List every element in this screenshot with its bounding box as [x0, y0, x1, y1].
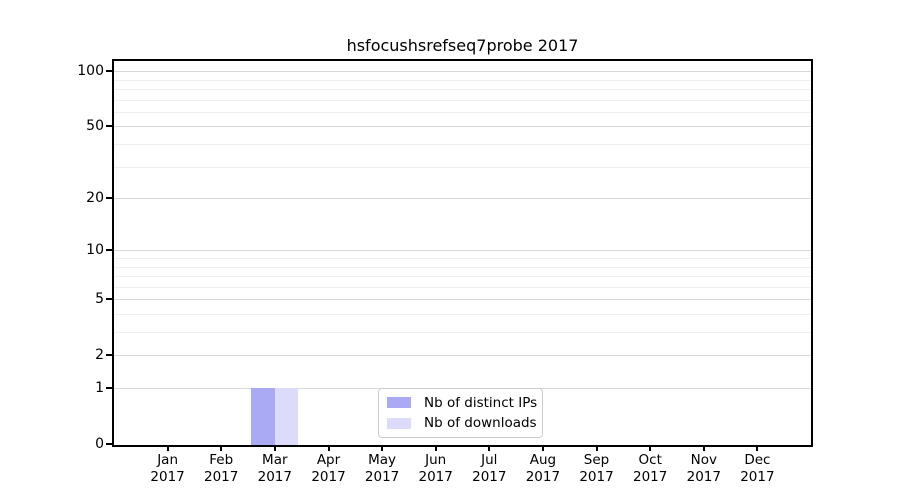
plot-area — [112, 59, 813, 447]
y-tick-2 — [106, 354, 112, 357]
gridline-minor-30 — [114, 166, 811, 168]
legend-row-downloads: Nb of downloads — [387, 414, 537, 433]
y-tick-label-0: 0 — [95, 436, 104, 452]
x-tick-label-month: Nov — [690, 452, 717, 468]
x-tick-label-month: Dec — [744, 452, 771, 468]
x-tick-label-year: 2017 — [257, 468, 292, 485]
bar-downloads-mar — [274, 388, 299, 445]
x-tick-label-month: Aug — [529, 452, 557, 468]
gridline-minor-8 — [114, 266, 811, 268]
x-tick-label-feb: Feb 2017 — [189, 452, 253, 485]
x-tick-feb — [220, 445, 223, 451]
gridline-minor-9 — [114, 258, 811, 259]
gridline-major-50 — [114, 126, 811, 128]
x-tick-label-year: 2017 — [686, 468, 721, 485]
x-tick-label-month: Sep — [583, 452, 610, 468]
y-tick-label-50: 50 — [86, 118, 104, 135]
x-tick-label-year: 2017 — [150, 468, 185, 485]
legend-swatch-distinct-ips — [387, 397, 411, 409]
legend-row-distinct-ips: Nb of distinct IPs — [387, 393, 538, 412]
chart-title: hsfocushsrefseq7probe 2017 — [346, 36, 579, 55]
x-tick-label-nov: Nov 2017 — [672, 452, 736, 485]
x-tick-label-year: 2017 — [364, 468, 400, 485]
legend-label-distinct-ips: Nb of distinct IPs — [424, 394, 538, 411]
x-tick-aug — [541, 445, 544, 451]
bar-distinct-ips-mar — [251, 388, 275, 445]
y-tick-label-1: 1 — [95, 380, 104, 396]
y-tick-label-100: 100 — [77, 63, 104, 80]
x-tick-label-oct: Oct 2017 — [618, 452, 682, 485]
x-tick-jun — [434, 445, 437, 451]
gridline-major-2 — [114, 355, 811, 357]
x-tick-label-year: 2017 — [311, 468, 346, 485]
x-tick-label-year: 2017 — [204, 468, 239, 485]
x-tick-oct — [649, 445, 652, 451]
gridline-major-100 — [114, 71, 811, 73]
x-tick-jan — [166, 445, 169, 451]
x-tick-may — [381, 445, 384, 451]
x-tick-label-mar: Mar 2017 — [243, 452, 307, 485]
y-tick-label-20: 20 — [86, 190, 104, 207]
legend: Nb of distinct IPs Nb of downloads — [378, 388, 543, 438]
y-tick-50 — [106, 125, 112, 128]
x-tick-label-may: May 2017 — [350, 452, 414, 485]
x-tick-label-month: Jan — [157, 452, 178, 468]
x-tick-dec — [756, 445, 759, 451]
x-tick-label-year: 2017 — [579, 468, 614, 485]
x-tick-jul — [488, 445, 491, 451]
x-tick-label-month: Mar — [262, 452, 288, 468]
gridline-minor-90 — [114, 79, 811, 81]
y-tick-5 — [106, 298, 112, 301]
gridline-major-10 — [114, 250, 811, 252]
gridline-minor-6 — [114, 286, 811, 288]
gridline-minor-40 — [114, 144, 811, 145]
y-tick-10 — [106, 249, 112, 252]
y-tick-label-10: 10 — [86, 242, 104, 259]
x-tick-label-month: Feb — [209, 452, 234, 468]
x-tick-label-sep: Sep 2017 — [565, 452, 629, 485]
y-tick-1 — [106, 387, 112, 389]
x-tick-label-jun: Jun 2017 — [404, 452, 468, 485]
y-tick-20 — [106, 197, 112, 200]
x-tick-apr — [327, 445, 330, 451]
x-tick-label-year: 2017 — [418, 468, 453, 485]
x-tick-label-aug: Aug 2017 — [511, 452, 575, 485]
x-tick-label-jul: Jul 2017 — [457, 452, 521, 485]
x-tick-nov — [702, 445, 705, 451]
gridline-major-20 — [114, 198, 811, 200]
legend-label-downloads: Nb of downloads — [424, 415, 537, 432]
x-tick-label-year: 2017 — [472, 468, 507, 485]
x-tick-label-month: Apr — [316, 452, 341, 468]
x-tick-label-dec: Dec 2017 — [725, 452, 789, 485]
x-tick-label-month: Oct — [638, 452, 662, 468]
gridline-minor-3 — [114, 332, 811, 333]
gridline-minor-80 — [114, 89, 811, 90]
x-tick-label-year: 2017 — [525, 468, 561, 485]
gridline-minor-4 — [114, 314, 811, 315]
x-tick-label-month: May — [368, 452, 397, 468]
gridline-minor-7 — [114, 276, 811, 277]
gridline-minor-60 — [114, 111, 811, 113]
x-tick-label-apr: Apr 2017 — [297, 452, 361, 485]
y-tick-label-2: 2 — [95, 347, 104, 364]
x-tick-label-year: 2017 — [740, 468, 775, 485]
x-tick-mar — [273, 445, 276, 451]
legend-swatch-downloads — [387, 417, 411, 429]
y-tick-100 — [106, 70, 112, 73]
x-tick-label-jan: Jan 2017 — [136, 452, 200, 485]
x-tick-label-month: Jul — [481, 452, 498, 468]
y-tick-0 — [106, 443, 112, 445]
gridline-major-5 — [114, 299, 811, 301]
y-tick-label-5: 5 — [95, 291, 104, 308]
gridline-minor-70 — [114, 99, 811, 101]
x-tick-label-year: 2017 — [633, 468, 668, 485]
x-tick-label-month: Jun — [425, 452, 447, 468]
x-tick-sep — [595, 445, 598, 451]
